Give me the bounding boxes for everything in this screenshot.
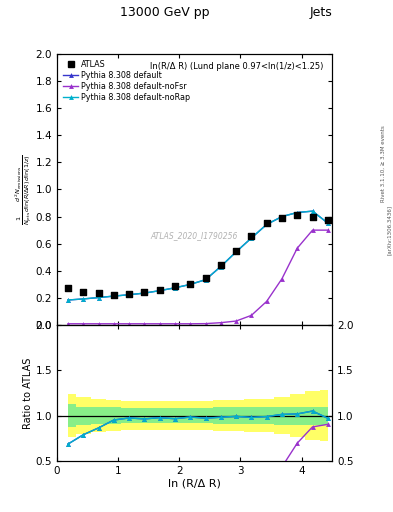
Y-axis label: Ratio to ATLAS: Ratio to ATLAS (23, 357, 33, 429)
Point (126, 290, 132, 298)
Point (233, 247, 239, 255)
Text: Rivet 3.1.10, ≥ 3.3M events: Rivet 3.1.10, ≥ 3.3M events (381, 125, 386, 202)
Point (248, 232, 255, 240)
X-axis label: ln (R/Δ R): ln (R/Δ R) (168, 478, 221, 488)
Point (202, 274, 209, 283)
Text: ln(R/Δ R) (Lund plane 0.97<ln(1/z)<1.25): ln(R/Δ R) (Lund plane 0.97<ln(1/z)<1.25) (151, 62, 324, 71)
Text: Jets: Jets (309, 7, 332, 19)
Point (172, 282, 178, 290)
Point (325, 216, 331, 224)
Point (95, 289, 102, 297)
Legend: ATLAS, Pythia 8.308 default, Pythia 8.308 default-noFsr, Pythia 8.308 default-no: ATLAS, Pythia 8.308 default, Pythia 8.30… (61, 58, 193, 104)
Text: 13000 GeV pp: 13000 GeV pp (120, 7, 210, 19)
Point (141, 288, 147, 296)
Point (80, 288, 86, 296)
Point (111, 290, 117, 298)
Point (294, 210, 300, 219)
Point (279, 214, 285, 222)
Text: ATLAS_2020_I1790256: ATLAS_2020_I1790256 (151, 231, 238, 240)
Text: [arXiv:1306.3436]: [arXiv:1306.3436] (387, 205, 391, 255)
Y-axis label: $\frac{1}{N_\mathrm{jets}}\frac{d^2 N_\mathrm{emissions}}{d\ln(R/\Delta R)\,d\ln: $\frac{1}{N_\mathrm{jets}}\frac{d^2 N_\m… (13, 154, 34, 225)
Point (309, 212, 316, 221)
Point (264, 219, 270, 227)
Point (156, 286, 163, 294)
Point (65, 284, 71, 292)
Point (187, 280, 193, 288)
Point (218, 261, 224, 269)
